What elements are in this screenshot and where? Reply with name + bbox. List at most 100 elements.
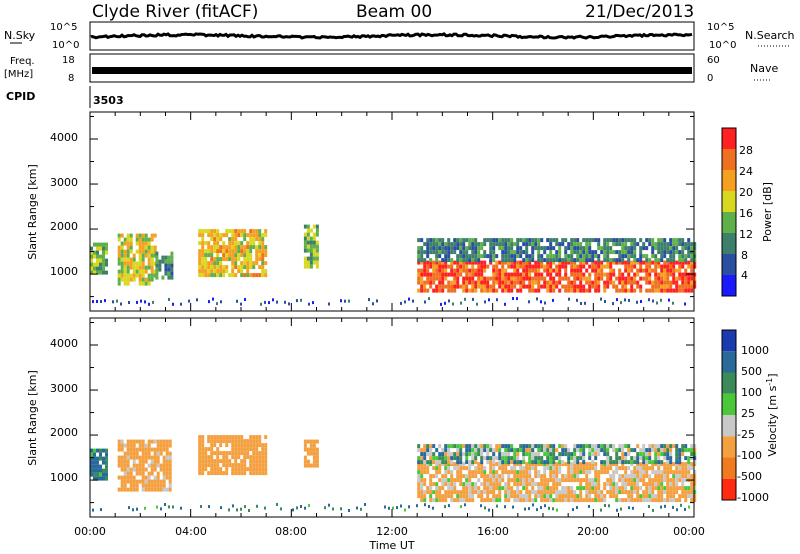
power-cell-5 [519,272,523,277]
velocity-cell-4 [516,474,520,479]
power-cell-5 [465,284,469,289]
power-cell-6 [417,250,421,255]
power-cell-5 [597,268,601,273]
power-cell-3 [198,261,202,266]
velocity-cell-1 [168,487,172,492]
velocity-cell-1 [165,443,169,448]
velocity-cell-4 [573,490,577,495]
velocity-cell-4 [489,482,493,487]
power-cell-5 [621,280,625,285]
velocity-cell-2 [243,455,247,460]
power-cell-3 [204,253,208,258]
power-cell-1 [138,249,142,254]
velocity-cell-5 [471,444,475,449]
power-cell-3 [201,229,205,234]
velocity-cell-4 [606,470,610,475]
velocity-cell-2 [258,459,262,464]
velocity-cell-1 [168,439,172,444]
power-cell-6 [558,254,562,259]
velocity-cell-4 [633,478,637,483]
velocity-cell-4 [510,478,514,483]
power-cell-5 [450,272,454,277]
velocity-cell-5 [648,452,652,457]
power-cell-6 [597,254,601,259]
velocity-cbar-tick-500: 500 [741,365,762,378]
power-cell-6 [483,254,487,259]
velocity-cell-5 [633,460,637,465]
power-cell-3 [198,241,202,246]
velocity-cell-1 [159,467,163,472]
power-cell-1 [129,237,133,242]
velocity-cell-2 [222,435,226,440]
power-cell-0 [96,254,99,259]
velocity-cell-2 [231,451,235,456]
power-cell-1 [123,241,127,246]
velocity-cell-3 [312,455,316,460]
power-cell-6 [561,238,565,243]
velocity-cell-1 [162,443,166,448]
velocity-cell-4 [675,486,679,491]
power-cell-6 [609,250,613,255]
velocity-cell-4 [561,486,565,491]
velocity-cell-1 [168,479,172,484]
velocity-cell-2 [237,451,241,456]
velocity-cell-2 [213,467,217,472]
power-cell-3 [237,257,241,262]
velocity-cell-4 [492,494,496,499]
power-cell-5 [627,272,631,277]
velocity-cell-4 [483,474,487,479]
power-cell-5 [537,268,541,273]
power-cell-5 [549,276,553,281]
power-cell-5 [600,260,604,265]
power-cell-5 [456,280,460,285]
power-cell-5 [624,268,628,273]
power-cell-5 [453,268,457,273]
power-cell-6 [432,238,436,243]
power-cell-1 [117,281,121,286]
power-cell-1 [135,237,139,242]
velocity-cell-4 [642,478,646,483]
velocity-cell-4 [672,482,676,487]
power-cell-5 [477,272,481,277]
power-cell-5 [588,276,592,281]
velocity-cell-4 [600,494,604,499]
velocity-cell-4 [633,490,637,495]
velocity-cell-5 [693,456,697,461]
power-cell-5 [456,264,460,269]
power-cell-5 [519,264,523,269]
power-cell-5 [426,268,430,273]
velocity-cell-4 [501,474,505,479]
velocity-cell-1 [126,451,130,456]
velocity-cell-5 [633,448,637,453]
power-cell-5 [606,264,610,269]
velocity-cell-4 [420,490,424,495]
power-cell-5 [567,284,571,289]
velocity-cell-4 [492,466,496,471]
velocity-cell-4 [642,494,646,499]
power-cell-0 [93,250,96,255]
velocity-cell-4 [435,466,439,471]
velocity-cell-4 [564,462,568,467]
power-cell-4 [303,256,307,261]
velocity-cell-4 [495,474,499,479]
velocity-cell-4 [684,470,688,475]
velocity-cell-5 [516,456,520,461]
power-cell-5 [465,280,469,285]
power-cell-5 [582,272,586,277]
power-cell-6 [477,250,481,255]
velocity-cell-2 [225,435,229,440]
power-cell-3 [243,249,247,254]
velocity-cell-4 [612,486,616,491]
power-cell-3 [249,245,253,250]
velocity-cell-4 [672,474,676,479]
velocity-cell-5 [669,456,673,461]
power-cell-6 [564,258,568,263]
velocity-ground-scatter [236,508,238,512]
power-cell-5 [483,276,487,281]
power-ground-scatter [616,298,618,302]
power-cell-6 [576,246,580,251]
velocity-cell-5 [576,448,580,453]
velocity-cell-4 [579,462,583,467]
power-cell-6 [687,246,691,251]
power-ground-scatter [140,299,142,303]
